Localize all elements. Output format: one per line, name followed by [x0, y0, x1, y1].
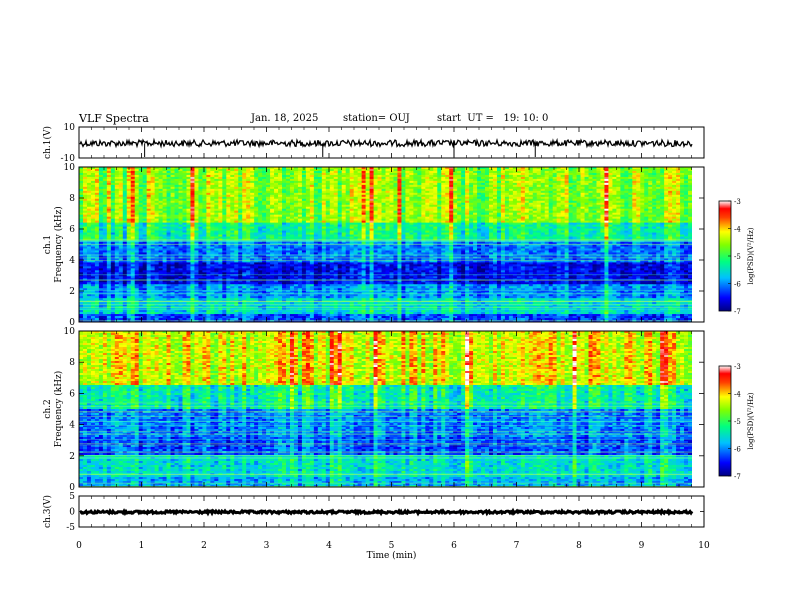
- ch3-ylabel: ch.3(V): [42, 495, 53, 528]
- ch1-waveform-line: [80, 140, 692, 146]
- ch3-ytick-label: -5: [66, 523, 75, 533]
- ch3-ytick-label: 0: [69, 508, 75, 518]
- ch3-waveform-line: [80, 511, 692, 513]
- ch3-ytick-label: 5: [69, 492, 75, 502]
- figure: ch.1(V) 10-10ch.3(V) 50-50246810ch.1 Freque…: [0, 0, 792, 612]
- ch1-ylabel: ch.1(V): [42, 126, 53, 159]
- ch1-ytick-label: 10: [64, 123, 76, 133]
